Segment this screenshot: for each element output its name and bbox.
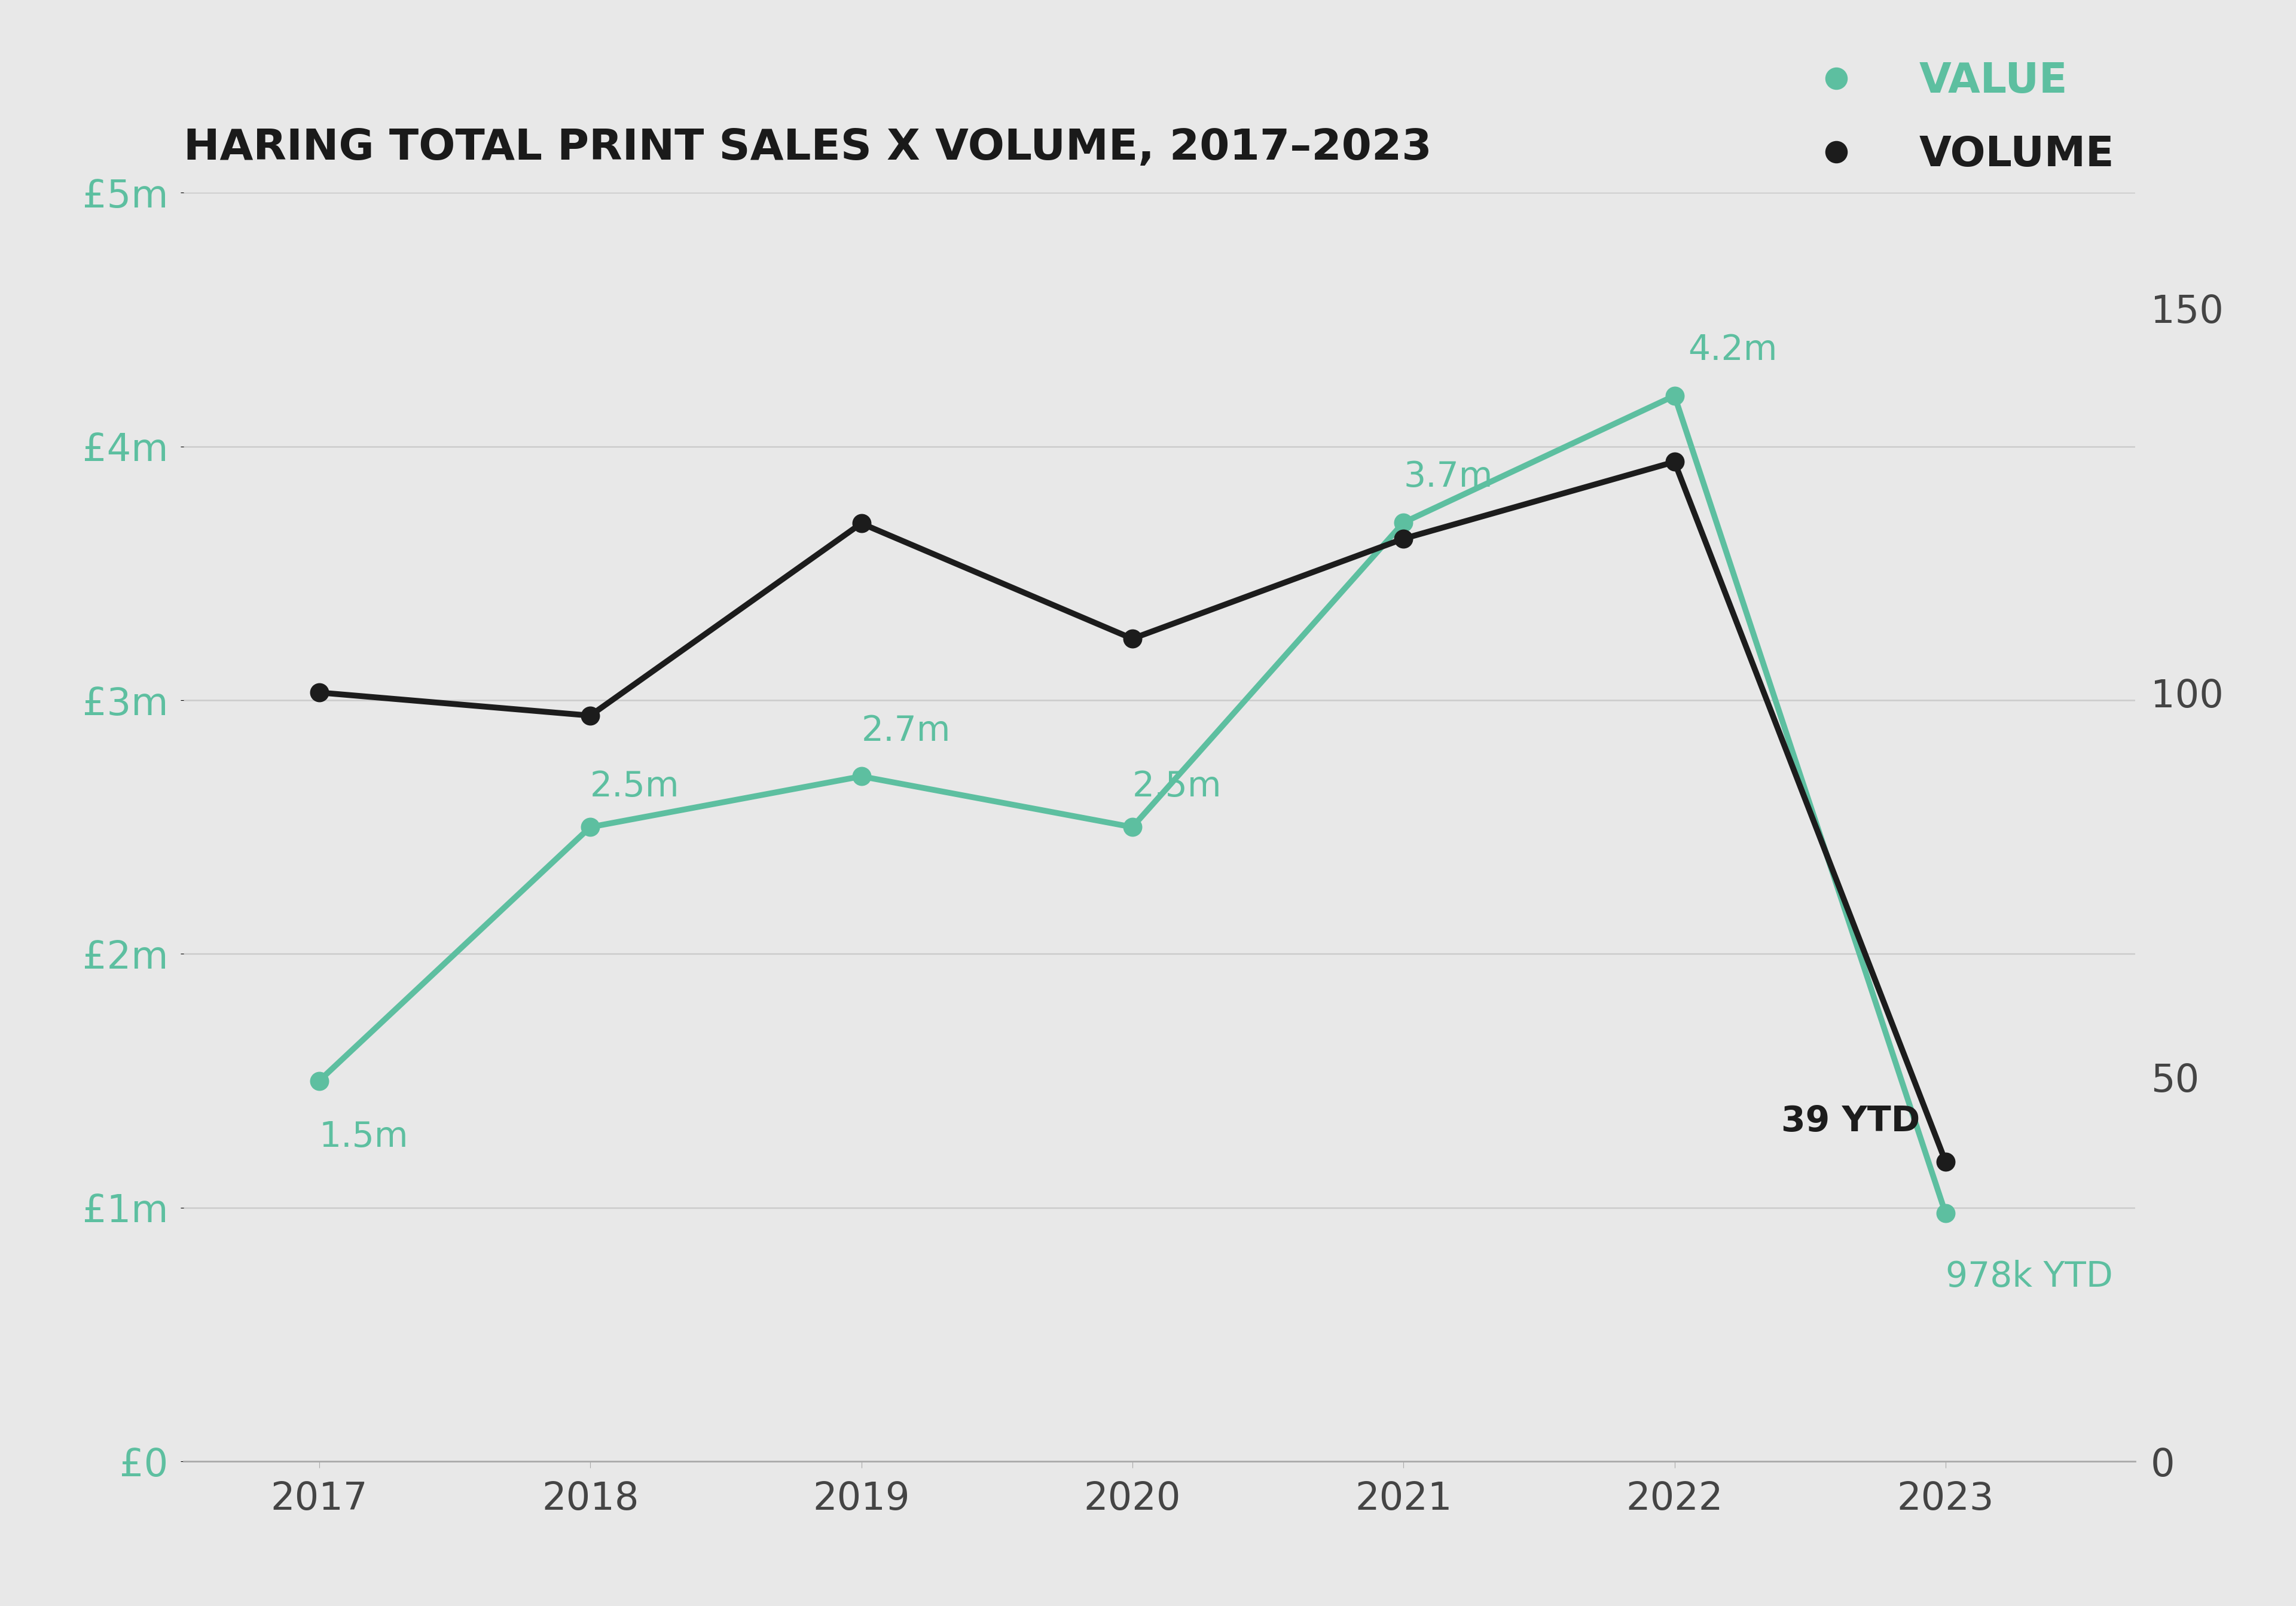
Text: 3.7m: 3.7m bbox=[1403, 459, 1492, 495]
Text: 4.2m: 4.2m bbox=[1688, 332, 1777, 368]
Text: 39 YTD: 39 YTD bbox=[1782, 1105, 1919, 1139]
Legend: VALUE, VOLUME: VALUE, VOLUME bbox=[1795, 61, 2115, 175]
Text: 978k YTD: 978k YTD bbox=[1945, 1259, 2112, 1294]
Text: 1.5m: 1.5m bbox=[319, 1119, 409, 1153]
Text: HARING TOTAL PRINT SALES X VOLUME, 2017–2023: HARING TOTAL PRINT SALES X VOLUME, 2017–… bbox=[184, 127, 1433, 169]
Text: 2.7m: 2.7m bbox=[861, 713, 951, 748]
Text: 2.5m: 2.5m bbox=[590, 769, 680, 803]
Text: 2.5m: 2.5m bbox=[1132, 769, 1221, 803]
